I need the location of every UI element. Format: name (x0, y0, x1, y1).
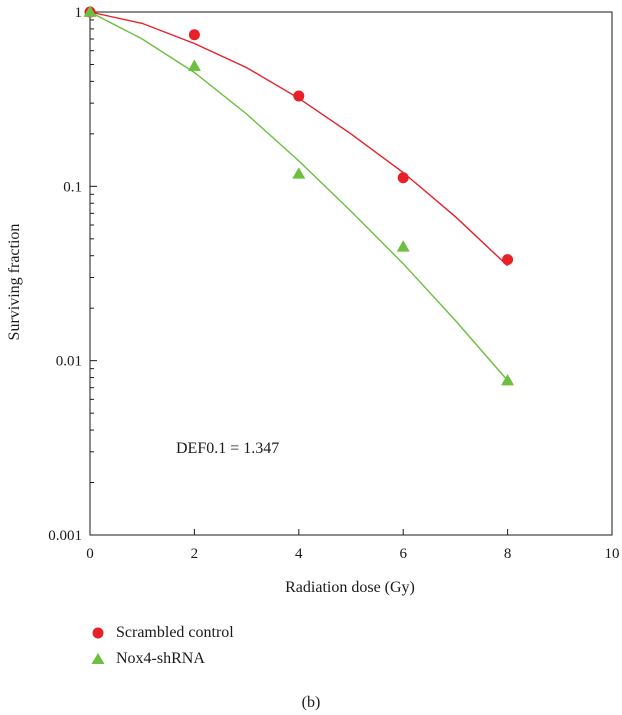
legend: Scrambled control Nox4-shRNA (88, 620, 234, 672)
legend-marker-circle (92, 627, 104, 639)
data-point-nox4-shrna (83, 5, 97, 17)
data-point-scrambled-control (188, 29, 200, 41)
x-axis-title: Radiation dose (Gy) (285, 579, 415, 596)
def-annotation: DEF0.1 = 1.347 (176, 440, 279, 457)
figure-caption: (b) (301, 694, 321, 711)
y-tick-label: 1 (75, 5, 83, 21)
fit-curves (89, 11, 509, 381)
y-tick-label: 0.1 (63, 179, 82, 195)
y-axis-title: Surviving fraction (6, 224, 23, 341)
x-tick-label: 4 (295, 546, 303, 562)
data-point-nox4-shrna (501, 373, 515, 386)
x-tick-label: 6 (399, 546, 407, 562)
legend-item-nox4-shrna: Nox4-shRNA (88, 646, 234, 672)
data-point-scrambled-control (502, 254, 514, 266)
data-points (83, 5, 515, 386)
y-tick-label: 0.01 (56, 354, 82, 370)
axes: 0 2 4 6 8 10 0.001 0.01 0.1 1 (48, 5, 619, 562)
y-tick-label: 0.001 (48, 528, 82, 544)
x-tick-label: 10 (605, 546, 620, 562)
legend-label-scrambled-control: Scrambled control (116, 624, 234, 641)
x-tick-label: 8 (504, 546, 512, 562)
legend-label-nox4-shrna: Nox4-shRNA (116, 650, 205, 667)
legend-marker-triangle (91, 653, 105, 664)
data-point-scrambled-control (293, 90, 305, 102)
plot-frame (89, 11, 613, 536)
data-point-nox4-shrna (187, 59, 201, 71)
x-tick-label: 2 (191, 546, 199, 562)
fit-curve-nox4-shrna (89, 11, 509, 381)
x-tick-label: 0 (86, 546, 94, 562)
data-point-nox4-shrna (292, 167, 306, 179)
legend-item-scrambled-control: Scrambled control (88, 620, 234, 646)
data-point-scrambled-control (397, 172, 409, 184)
fit-curve-scrambled-control (89, 11, 509, 267)
survival-chart: 0 2 4 6 8 10 0.001 0.01 0.1 1 Radiation dose (Gy)… (6, 5, 620, 596)
data-point-nox4-shrna (396, 240, 410, 252)
